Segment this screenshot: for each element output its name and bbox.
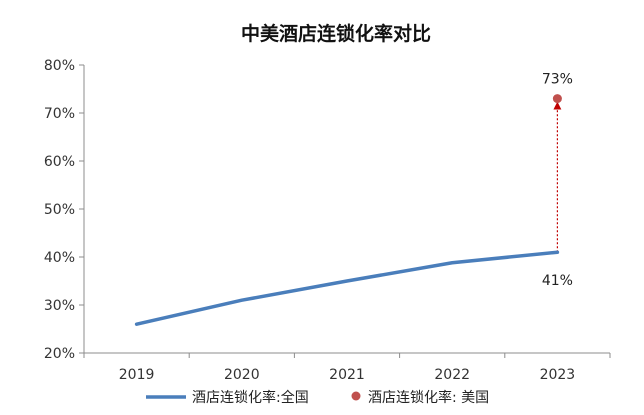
- x-tick-label: 2022: [434, 367, 470, 383]
- legend-swatch-usa: [351, 391, 361, 401]
- y-tick-label: 20%: [44, 346, 75, 362]
- data-label: 73%: [542, 72, 573, 88]
- legend-label-national: 酒店连锁化率:全国: [192, 389, 309, 406]
- y-axis: 20% 30% 40% 50% 60% 70% 80%: [44, 58, 85, 362]
- series-point-usa: [552, 94, 562, 104]
- y-tick-label: 50%: [44, 202, 75, 218]
- chart-title: 中美酒店连锁化率对比: [241, 22, 431, 45]
- y-tick-label: 70%: [44, 106, 75, 122]
- x-tick-label: 2020: [224, 367, 260, 383]
- x-tick-label: 2021: [329, 367, 365, 383]
- y-tick-label: 80%: [44, 58, 75, 74]
- legend: 酒店连锁化率:全国 酒店连锁化率: 美国: [146, 389, 489, 406]
- y-tick-label: 40%: [44, 250, 75, 266]
- y-tick-label: 30%: [44, 298, 75, 314]
- data-label: 41%: [542, 273, 573, 289]
- series-line-national: [134, 250, 560, 326]
- data-labels: 73% 41%: [542, 72, 573, 290]
- legend-label-usa: 酒店连锁化率: 美国: [368, 389, 489, 406]
- x-tick-label: 2019: [119, 367, 155, 383]
- y-tick-label: 60%: [44, 154, 75, 170]
- series-group: [134, 94, 562, 326]
- x-tick-label: 2023: [540, 367, 576, 383]
- x-axis: 2019 2020 2021 2022 2023: [83, 352, 611, 383]
